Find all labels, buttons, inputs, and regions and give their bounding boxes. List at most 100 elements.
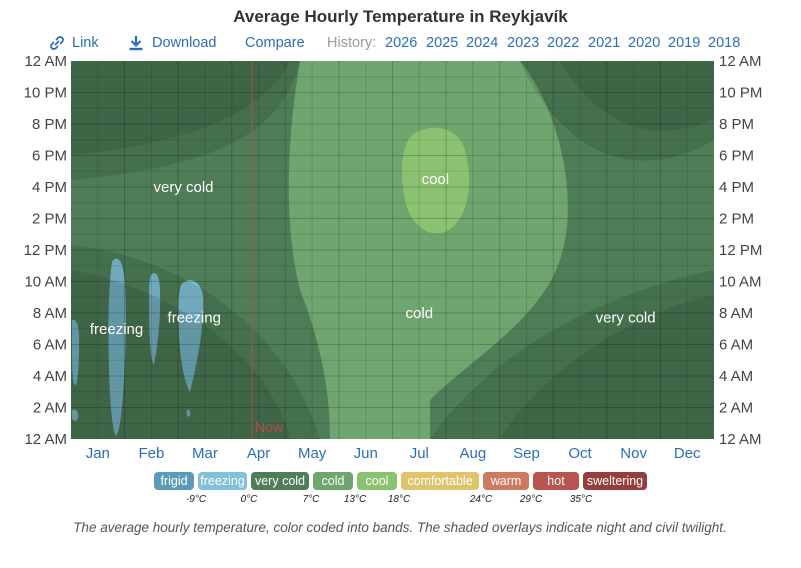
link-icon[interactable]: [48, 34, 66, 52]
chart-grid: [71, 61, 714, 439]
band-cool: [402, 127, 469, 234]
twilight-overlay-top: [71, 61, 714, 180]
history-year-2024[interactable]: 2024: [466, 35, 499, 51]
legend-swatch: [198, 472, 247, 490]
y-tick-label-left: 10 AM: [24, 274, 67, 291]
legend-threshold: 29°C: [519, 494, 543, 505]
y-tick-label-left: 12 AM: [24, 431, 67, 448]
y-tick-label-left: 12 PM: [24, 242, 67, 259]
legend-swatch: [483, 472, 529, 490]
y-tick-label-right: 8 AM: [719, 305, 753, 322]
night-overlay-bottom-right: [500, 295, 714, 439]
night-overlay-top: [71, 61, 714, 155]
chart-toolbar: Link Download Compare History: 2026 2025…: [0, 34, 801, 54]
y-tick-label-left: 10 PM: [24, 85, 67, 102]
y-tick-label-left: 6 AM: [33, 337, 67, 354]
night-overlay-bottom-left: [71, 270, 290, 439]
legend-threshold: 18°C: [388, 494, 411, 505]
band-label: very cold: [154, 179, 214, 196]
history-year-2019[interactable]: 2019: [668, 35, 701, 51]
legend-swatch: [357, 472, 397, 490]
legend-threshold: 7°C: [303, 494, 321, 505]
band-freezing-patch: [178, 280, 204, 392]
x-month-label[interactable]: May: [298, 445, 327, 462]
heatmap-bands: [71, 61, 714, 439]
y-tick-label-left: 12 AM: [24, 53, 67, 70]
y-tick-label-left: 2 PM: [32, 211, 67, 228]
y-tick-label-right: 12 AM: [719, 53, 762, 70]
now-label: Now: [255, 419, 284, 435]
x-month-label[interactable]: Oct: [568, 445, 592, 462]
legend-label: comfortable: [407, 474, 472, 488]
temperature-heatmap: 12 AM 12 AM 2 AM 2 AM 4 AM 4 AM 6 AM 6 AM 8 AM 8 …: [24, 53, 763, 505]
legend-threshold: -9°C: [186, 494, 207, 505]
band-cold: [288, 61, 568, 439]
download-icon[interactable]: [127, 34, 145, 52]
y-tick-label-right: 8 PM: [719, 116, 754, 133]
y-tick-label-right: 10 PM: [719, 85, 762, 102]
history-year-2021[interactable]: 2021: [588, 35, 621, 51]
legend-label: hot: [547, 474, 565, 488]
legend-threshold: 35°C: [570, 494, 593, 505]
now-marker: Now: [251, 61, 284, 439]
legend-swatch: [583, 472, 647, 490]
band-label: freezing: [90, 321, 143, 338]
legend-label: cool: [366, 474, 389, 488]
y-tick-label-right: 12 AM: [719, 431, 762, 448]
link-button[interactable]: Link: [72, 35, 99, 51]
x-month-label[interactable]: Jan: [86, 445, 110, 462]
history-year-2018[interactable]: 2018: [708, 35, 741, 51]
y-tick-label-right: 10 AM: [719, 274, 762, 291]
band-freezing-patch: [72, 409, 79, 421]
y-tick-label-right: 6 PM: [719, 148, 754, 165]
temperature-legend: frigid freezing very cold cold cool comfortab…: [154, 472, 647, 505]
x-month-label[interactable]: Jul: [410, 445, 429, 462]
band-label: cool: [422, 171, 450, 188]
y-tick-label-right: 6 AM: [719, 337, 753, 354]
legend-threshold: 13°C: [344, 494, 367, 505]
x-month-label[interactable]: Aug: [460, 445, 487, 462]
history-year-2025[interactable]: 2025: [426, 35, 459, 51]
legend-label: warm: [490, 474, 522, 488]
y-tick-label-right: 4 PM: [719, 179, 754, 196]
twilight-overlay-bottom-left: [71, 245, 320, 439]
compare-button[interactable]: Compare: [245, 35, 305, 51]
y-tick-label-right: 2 AM: [719, 400, 753, 417]
download-button[interactable]: Download: [152, 35, 217, 51]
legend-threshold: 0°C: [241, 494, 259, 505]
x-month-label[interactable]: Nov: [620, 445, 647, 462]
x-month-label[interactable]: Feb: [138, 445, 164, 462]
band-label: very cold: [596, 310, 656, 327]
y-tick-label-right: 2 PM: [719, 211, 754, 228]
y-tick-label-left: 8 PM: [32, 116, 67, 133]
legend-label: cold: [322, 474, 345, 488]
y-tick-label-left: 4 AM: [33, 368, 67, 385]
legend-swatch: [154, 472, 194, 490]
x-axis-labels: Jan Feb Mar Apr May Jun Jul Aug Sep Oct Nov Dec: [86, 445, 701, 462]
x-month-label[interactable]: Mar: [192, 445, 218, 462]
chart-caption: The average hourly temperature, color co…: [73, 520, 727, 535]
legend-label: frigid: [160, 474, 187, 488]
legend-label: very cold: [255, 474, 305, 488]
y-tick-label-left: 2 AM: [33, 400, 67, 417]
y-axis-labels: 12 AM 12 AM 2 AM 2 AM 4 AM 4 AM 6 AM 6 AM 8 AM 8 …: [24, 53, 763, 448]
band-freezing-patch: [186, 409, 191, 417]
history-year-2020[interactable]: 2020: [628, 35, 661, 51]
x-month-label[interactable]: Jun: [354, 445, 378, 462]
band-label: cold: [406, 305, 434, 322]
legend-swatch: [401, 472, 479, 490]
history-year-2026[interactable]: 2026: [385, 35, 418, 51]
history-year-2023[interactable]: 2023: [507, 35, 540, 51]
band-label: freezing: [168, 310, 221, 327]
history-year-2022[interactable]: 2022: [547, 35, 580, 51]
legend-swatch: [313, 472, 353, 490]
x-month-label[interactable]: Dec: [674, 445, 701, 462]
x-month-label[interactable]: Apr: [247, 445, 270, 462]
history-label: History:: [327, 35, 377, 51]
y-tick-label-left: 8 AM: [33, 305, 67, 322]
legend-label: freezing: [200, 474, 245, 488]
y-tick-label-right: 4 AM: [719, 368, 753, 385]
legend-swatch: [251, 472, 309, 490]
legend-label: sweltering: [587, 474, 643, 488]
x-month-label[interactable]: Sep: [513, 445, 540, 462]
